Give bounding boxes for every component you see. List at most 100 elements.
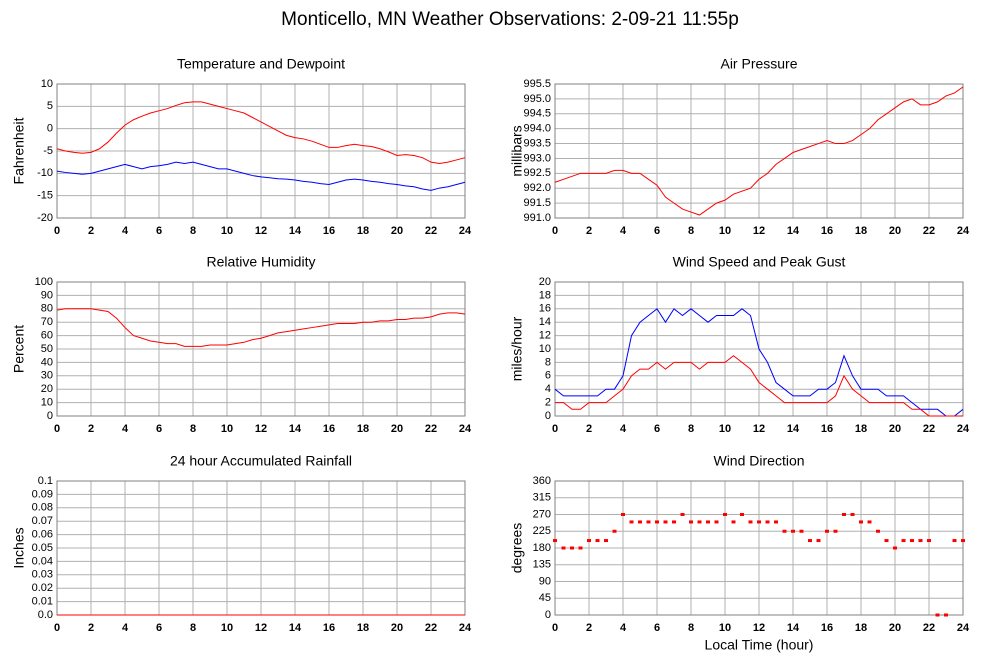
y-tick-label: 360 (533, 475, 551, 487)
x-tick-label: 18 (855, 423, 867, 435)
x-tick-label: 20 (391, 622, 403, 634)
x-tick-label: 0 (54, 423, 60, 435)
y-tick-label: 315 (533, 492, 551, 504)
y-tick-label: 50 (41, 343, 53, 355)
x-tick-label: 16 (323, 225, 335, 237)
y-tick-label: 180 (533, 542, 551, 554)
data-point (884, 539, 889, 543)
data-point (774, 520, 778, 524)
data-point (706, 520, 710, 524)
x-tick-label: 2 (586, 423, 592, 435)
x-tick-label: 14 (787, 225, 800, 237)
x-tick-label: 12 (255, 225, 267, 237)
x-tick-label: 22 (923, 225, 935, 237)
data-point (799, 529, 804, 533)
y-tick-label: 20 (41, 383, 53, 395)
data-point (791, 529, 795, 533)
x-tick-label: 6 (654, 225, 660, 237)
x-tick-label: 2 (88, 225, 94, 237)
x-tick-label: 0 (552, 225, 558, 237)
y-tick-label: 991.0 (523, 212, 551, 224)
plot-frame (554, 480, 964, 616)
x-tick-label: 24 (459, 423, 472, 435)
y-tick-label: 80 (41, 303, 53, 315)
x-tick-label: 20 (391, 225, 403, 237)
x-tick-label: 0 (552, 622, 558, 634)
data-line (56, 161, 466, 191)
data-point (927, 539, 931, 543)
data-point (672, 520, 676, 524)
x-tick-label: 16 (323, 423, 335, 435)
chart-panel: Air Pressure millibars 991.0 991.5 992.0 992.… (509, 56, 970, 237)
y-tick-label: 10 (41, 397, 53, 409)
x-tick-label: 16 (821, 423, 833, 435)
data-point (714, 520, 719, 524)
data-point (893, 546, 897, 550)
data-point (621, 513, 625, 516)
data-point (782, 529, 787, 533)
x-tick-label: 10 (221, 225, 233, 237)
x-tick-label: 4 (620, 225, 627, 237)
x-tick-label: 24 (957, 622, 970, 634)
data-point (842, 513, 846, 516)
data-point (757, 520, 761, 524)
x-tick-label: 20 (391, 423, 403, 435)
x-tick-label: 12 (753, 622, 765, 634)
chart-panel: Temperature and Dewpoint Fahrenheit -20 -15… (11, 56, 472, 237)
x-tick-label: 22 (425, 225, 437, 237)
y-axis-label: Percent (11, 325, 27, 373)
y-tick-label: 135 (533, 559, 551, 571)
y-tick-label: 40 (41, 356, 53, 368)
x-tick-label: 4 (122, 423, 129, 435)
data-point (816, 539, 821, 543)
x-tick-label: 8 (688, 622, 694, 634)
x-tick-label: 16 (821, 225, 833, 237)
x-tick-label: 0 (54, 225, 60, 237)
y-tick-label: 60 (41, 330, 53, 342)
y-tick-label: 0.08 (32, 502, 53, 514)
y-tick-label: 993.0 (523, 152, 551, 164)
data-point (935, 613, 940, 617)
y-tick-label: 20 (539, 276, 551, 288)
data-line (56, 101, 466, 165)
data-point (850, 513, 855, 516)
x-tick-label: 4 (122, 622, 129, 634)
plot-frame (56, 281, 466, 417)
data-point (663, 520, 668, 524)
y-tick-label: 992.0 (523, 182, 551, 194)
x-tick-label: 8 (190, 423, 196, 435)
x-tick-label: 16 (821, 622, 833, 634)
y-tick-label: 0 (47, 410, 53, 422)
y-tick-label: 0.04 (32, 555, 53, 567)
x-tick-label: 22 (425, 423, 437, 435)
y-tick-label: 994.0 (523, 123, 551, 135)
y-tick-label: 994.5 (523, 108, 551, 120)
x-tick-label: 4 (620, 423, 627, 435)
y-tick-label: 14 (539, 316, 551, 328)
x-tick-label: 18 (855, 225, 867, 237)
x-tick-label: 14 (289, 225, 302, 237)
y-tick-label: 993.5 (523, 137, 551, 149)
y-tick-label: 0 (545, 410, 551, 422)
x-tick-label: 10 (719, 423, 731, 435)
x-tick-label: 14 (289, 622, 302, 634)
chart-title: Relative Humidity (207, 254, 316, 270)
y-tick-label: 70 (41, 316, 53, 328)
y-tick-label: 995.5 (523, 78, 551, 90)
x-tick-label: 10 (719, 622, 731, 634)
y-tick-label: 991.5 (523, 197, 551, 209)
data-point (578, 546, 583, 550)
y-tick-label: 4 (545, 383, 551, 395)
y-tick-label: 995.0 (523, 93, 551, 105)
x-tick-label: 24 (957, 423, 970, 435)
chart-panel: Wind Direction degrees Local Time (hour) 0 4… (509, 453, 970, 653)
y-tick-label: 12 (539, 330, 551, 342)
x-tick-label: 6 (654, 622, 660, 634)
y-tick-label: 0.02 (32, 582, 53, 594)
y-tick-label: 270 (533, 508, 551, 520)
x-tick-label: 16 (323, 622, 335, 634)
data-line (56, 308, 466, 347)
chart-panel: 24 hour Accumulated RainfallInches0.00.0… (11, 453, 472, 634)
x-tick-label: 10 (719, 225, 731, 237)
y-tick-label: 0.06 (32, 529, 53, 541)
